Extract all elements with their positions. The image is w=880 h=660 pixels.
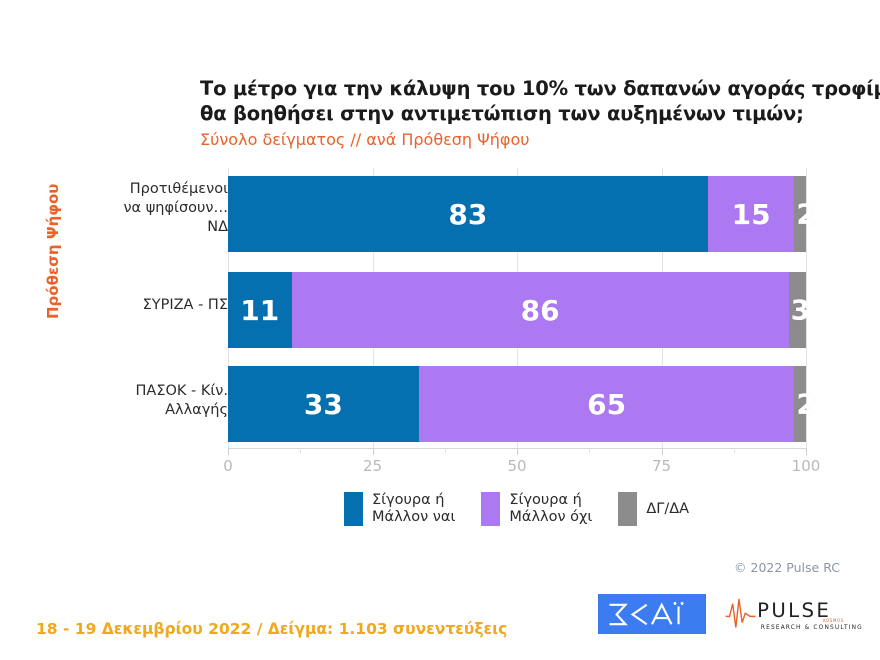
legend-swatch-yes xyxy=(344,492,363,526)
legend-label: Σίγουρα ή Μάλλον ναι xyxy=(372,492,456,525)
x-tick-label: 0 xyxy=(223,457,233,475)
bar-segment: 2 xyxy=(794,176,816,252)
bar-value-label: 11 xyxy=(240,293,280,327)
bar-segment: 65 xyxy=(418,366,795,442)
bar-value-label: 3 xyxy=(790,293,811,327)
pulse-logo: PULSE KOSMOS RESEARCH & CONSULTING xyxy=(724,592,866,636)
bar-segment: 15 xyxy=(707,176,795,252)
gridline xyxy=(806,168,807,448)
x-tick xyxy=(228,448,229,455)
legend-item[interactable]: Σίγουρα ή Μάλλον ναι xyxy=(344,492,455,526)
legend-swatch-no xyxy=(481,492,501,526)
x-tick-minor xyxy=(444,448,446,453)
fieldwork-date-sample: 18 - 19 Δεκεμβρίου 2022 / Δείγμα: 1.103 … xyxy=(36,620,508,638)
bar-segment: 86 xyxy=(291,272,789,348)
x-tick-minor xyxy=(300,448,302,453)
x-tick xyxy=(372,448,374,455)
x-axis: 0 25 50 75 100 xyxy=(223,448,820,478)
x-tick-label: 50 xyxy=(507,457,527,475)
x-tick xyxy=(517,448,518,455)
x-tick xyxy=(661,448,663,455)
bar-segment: 83 xyxy=(228,176,708,252)
legend: Σίγουρα ή Μάλλον ναι Σίγουρα ή Μάλλον όχι… xyxy=(344,492,689,526)
x-tick-label: 100 xyxy=(791,457,821,475)
legend-item[interactable]: ΔΓ/ΔΑ xyxy=(618,492,689,526)
legend-label: ΔΓ/ΔΑ xyxy=(646,500,690,517)
bar-value-label: 86 xyxy=(520,293,560,327)
x-tick-label: 75 xyxy=(651,457,672,475)
bar-value-label: 65 xyxy=(587,387,627,421)
legend-label: Σίγουρα ή Μάλλον όχι xyxy=(509,492,593,525)
svg-text:RESEARCH & CONSULTING: RESEARCH & CONSULTING xyxy=(761,625,863,631)
bar-row: 11 86 3 xyxy=(228,272,810,348)
category-label-pasok: ΠΑΣΟΚ - Κίν. Αλλαγής xyxy=(135,383,228,418)
x-tick xyxy=(806,448,807,455)
x-tick-minor xyxy=(733,448,735,453)
bar-segment: 3 xyxy=(788,272,810,348)
y-axis-title: Πρόθεση Ψήφου xyxy=(44,183,62,319)
svg-text:PULSE: PULSE xyxy=(757,599,831,622)
skai-logo xyxy=(598,594,706,634)
chart-title-line2: θα βοηθήσει στην αντιμετώπιση των αυξημέ… xyxy=(200,102,804,125)
copyright-text: © 2022 Pulse RC xyxy=(734,560,840,575)
x-tick-minor xyxy=(589,448,591,453)
bar-value-label: 2 xyxy=(796,387,816,421)
bar-value-label: 33 xyxy=(303,387,343,421)
bar-segment: 11 xyxy=(228,272,292,348)
bar-segment: 2 xyxy=(794,366,816,442)
category-label-nd: Προτιθέμενοι να ψηφίσουν… ΝΔ xyxy=(123,181,228,235)
legend-swatch-dk xyxy=(618,492,638,526)
logo-row: PULSE KOSMOS RESEARCH & CONSULTING xyxy=(598,592,866,636)
bar-row: 83 15 2 xyxy=(228,176,816,252)
bar-row: 33 65 2 xyxy=(228,366,816,442)
bar-value-label: 15 xyxy=(731,197,771,231)
x-tick-label: 25 xyxy=(362,457,383,475)
chart-title-line1: Το μέτρο για την κάλυψη του 10% των δαπα… xyxy=(200,77,880,100)
bar-value-label: 2 xyxy=(796,197,816,231)
category-label-syriza: ΣΥΡΙΖΑ - ΠΣ xyxy=(142,297,228,313)
legend-item[interactable]: Σίγουρα ή Μάλλον όχι xyxy=(481,492,592,526)
bar-segment: 33 xyxy=(228,366,419,442)
bar-value-label: 83 xyxy=(448,197,488,231)
category-label-column: Προτιθέμενοι να ψηφίσουν… ΝΔ ΣΥΡΙΖΑ - ΠΣ Π… xyxy=(78,170,228,450)
stacked-bars: 83 15 2 11 86 3 33 65 2 xyxy=(228,168,816,448)
title-block: Το μέτρο για την κάλυψη του 10% των δαπα… xyxy=(200,76,880,151)
chart-subtitle: Σύνολο δείγματος // ανά Πρόθεση Ψήφου xyxy=(200,130,530,149)
pulse-kosmos-text: KOSMOS xyxy=(823,618,844,623)
plot-area: PULSE RESEARCH & CONSULTING 831521186333… xyxy=(228,168,816,448)
